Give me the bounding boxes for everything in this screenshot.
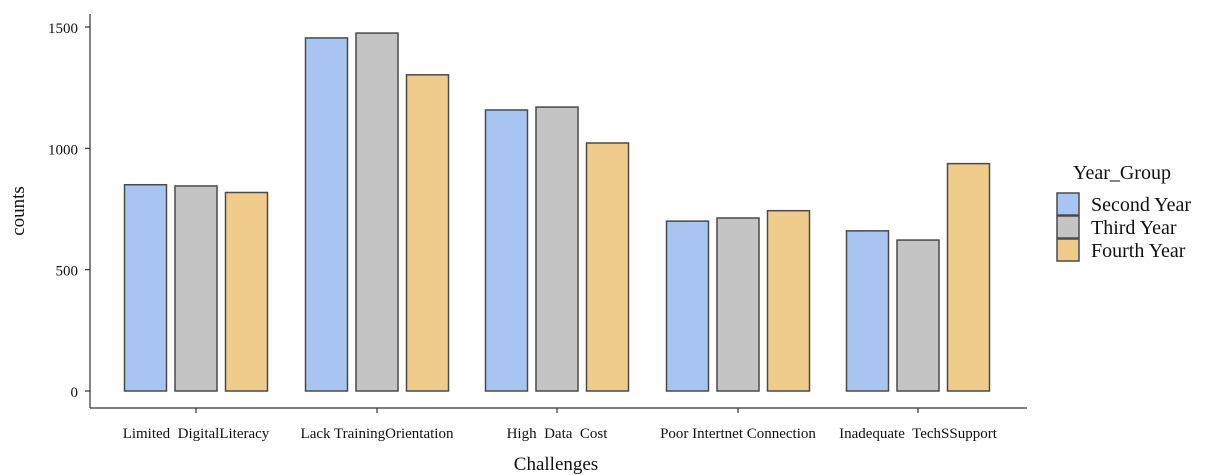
bars-layer [123, 32, 991, 392]
labels-layer: counts Challenges 0 500 1000 1500 Limited Di… [8, 21, 998, 475]
legend-label-second-year: Second Year [1091, 194, 1191, 216]
y-tick-label: 1500 [48, 21, 78, 37]
bar-third-year-limited-digitalliteracy [174, 185, 218, 392]
bar-fourth-year-lack-trainingorientation [405, 74, 450, 392]
bar-third-year-lack-trainingorientation [355, 32, 399, 392]
legend-label-third-year: Third Year [1091, 217, 1177, 239]
y-axis-title: counts [8, 186, 29, 236]
x-tick-label: Lack TrainingOrientation [301, 426, 454, 442]
y-tick-label: 1000 [48, 142, 78, 158]
bar-fourth-year-limited-digitalliteracy [224, 191, 269, 392]
legend-label-fourth-year: Fourth Year [1091, 240, 1186, 262]
legend-swatch-fourth-year [1056, 238, 1080, 262]
bar-second-year-inadequate-techssupport [845, 230, 890, 392]
bar-second-year-high-data-cost [484, 109, 529, 392]
legend-title: Year_Group [1073, 162, 1171, 184]
y-tick-label: 0 [71, 385, 79, 401]
axis-layer [85, 14, 1027, 413]
bar-second-year-limited-digitalliteracy [123, 183, 168, 392]
bar-second-year-poor-intertnet-connection [665, 220, 710, 392]
legend-swatch-second-year [1056, 192, 1080, 216]
y-tick-label: 500 [56, 264, 79, 280]
bar-third-year-poor-intertnet-connection [716, 217, 760, 392]
bar-fourth-year-inadequate-techssupport [946, 162, 991, 392]
bar-third-year-inadequate-techssupport [896, 239, 940, 392]
x-tick-label: Poor Intertnet Connection [660, 426, 816, 442]
x-tick-label: Limited DigitalLiteracy [123, 426, 270, 442]
x-tick-label: Inadequate TechSSupport [839, 426, 998, 442]
x-axis-title: Challenges [514, 454, 598, 475]
legend-swatch-third-year [1056, 215, 1080, 239]
bar-fourth-year-high-data-cost [585, 142, 630, 392]
bar-second-year-lack-trainingorientation [304, 37, 349, 392]
bar-fourth-year-poor-intertnet-connection [766, 209, 811, 392]
bar-third-year-high-data-cost [535, 106, 579, 392]
x-tick-label: High Data Cost [507, 426, 609, 442]
